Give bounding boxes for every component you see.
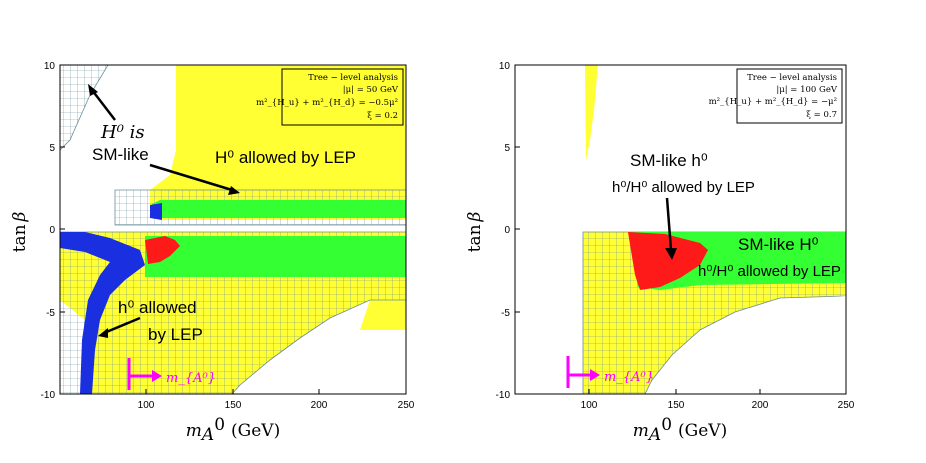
- right-ytick-10: 10: [499, 61, 511, 72]
- left-ann-h-allowed-1: h⁰ allowed: [118, 298, 197, 317]
- right-ylabel: tanβ: [465, 211, 485, 252]
- left-xtick-labels: 100 150 200 250: [138, 400, 415, 411]
- right-ytick-0: 0: [504, 225, 510, 236]
- left-legend-line2: |μ| = 50 GeV: [343, 85, 399, 95]
- left-legend-line4: ξ = 0.2: [367, 111, 398, 121]
- left-green-lower: [145, 236, 406, 277]
- left-panel: 100 150 200 250 10 5 0 -5 -10 mA0 (GeV) t…: [10, 61, 415, 445]
- right-red: [628, 232, 708, 290]
- left-blue-strip: [60, 232, 145, 394]
- right-ticks: [515, 64, 847, 395]
- right-xtick-200: 200: [752, 400, 769, 411]
- left-xlabel: mA0 (GeV): [186, 415, 280, 445]
- right-ann-sm-H: SM-like H⁰: [738, 235, 819, 254]
- left-legend-box: Tree − level analysis |μ| = 50 GeV m²_{H…: [256, 68, 404, 126]
- right-xtick-100: 100: [581, 400, 598, 411]
- right-legend-line3: m²_{H_u} + m²_{H_d} = −μ²: [709, 97, 837, 107]
- left-arrows: [88, 84, 240, 338]
- left-ann-H-allowed: H⁰ allowed by LEP: [215, 148, 356, 167]
- right-ytick-m5: -5: [501, 308, 510, 319]
- left-xtick-150: 150: [225, 400, 242, 411]
- left-ann-H-is: H⁰ is: [100, 122, 145, 143]
- right-xtick-150: 150: [668, 400, 685, 411]
- right-legend-box: Tree − level analysis |μ| = 100 GeV m²_{…: [709, 68, 843, 124]
- left-ytick-10: 10: [44, 61, 56, 72]
- left-ma-label: m_{A⁰}: [166, 371, 216, 386]
- right-ann-hH-allowed: h⁰/H⁰ allowed by LEP: [612, 179, 755, 196]
- right-white: [662, 296, 846, 394]
- left-ytick-5: 5: [49, 143, 55, 154]
- right-ytick-m10: -10: [496, 390, 511, 401]
- right-legend-line2: |μ| = 100 GeV: [776, 85, 838, 95]
- left-ann-h-allowed-2: by LEP: [148, 325, 203, 344]
- left-yellow-right-tail: [360, 300, 406, 330]
- left-white-lower: [240, 330, 406, 394]
- left-ytick-m10: -10: [41, 390, 56, 401]
- left-ma-marker: m_{A⁰}: [127, 358, 216, 390]
- right-ma-label: m_{A⁰}: [604, 370, 654, 385]
- left-legend-line1: Tree − level analysis: [308, 73, 398, 83]
- left-xtick-200: 200: [311, 400, 328, 411]
- left-red: [145, 236, 180, 264]
- left-xtick-250: 250: [398, 400, 415, 411]
- right-arrows: [665, 197, 677, 260]
- right-ma-marker: m_{A⁰}: [566, 356, 654, 388]
- left-hatch-topleft: [60, 65, 109, 151]
- right-yellow-top: [585, 65, 598, 160]
- right-ann-sm-h: SM-like h⁰: [630, 151, 708, 170]
- left-blue-upper: [150, 203, 162, 220]
- left-green-upper: [152, 200, 406, 218]
- left-ytick-0: 0: [49, 225, 55, 236]
- right-ytick-5: 5: [504, 143, 510, 154]
- left-ytick-m5: -5: [46, 308, 55, 319]
- right-legend-line4: ξ = 0.7: [806, 110, 837, 120]
- left-ann-sm-like: SM-like: [92, 145, 149, 164]
- right-xlabel: mA0 (GeV): [633, 415, 727, 445]
- left-ytick-labels: 10 5 0 -5 -10: [41, 61, 56, 401]
- right-xtick-250: 250: [838, 400, 855, 411]
- right-ytick-labels: 10 5 0 -5 -10: [496, 61, 511, 401]
- right-legend-line1: Tree − level analysis: [747, 73, 837, 83]
- left-ylabel: tanβ: [10, 211, 30, 252]
- left-ticks: [60, 64, 407, 395]
- right-ann-hH-allowed-small: h⁰/H⁰ allowed by LEP: [698, 263, 841, 280]
- left-legend-line3: m²_{H_u} + m²_{H_d} = −0.5μ²: [256, 98, 398, 108]
- left-xtick-100: 100: [138, 400, 155, 411]
- right-panel: 100 150 200 250 10 5 0 -5 -10 mA0 (GeV) t…: [465, 61, 855, 445]
- right-xtick-labels: 100 150 200 250: [581, 400, 855, 411]
